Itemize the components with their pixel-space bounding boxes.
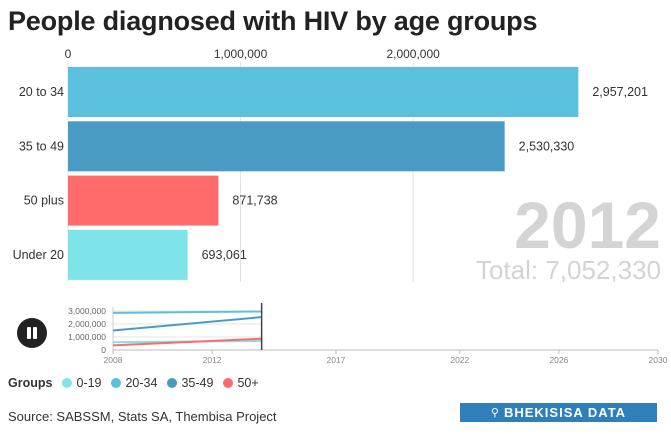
magnifier-icon: ⚲ — [490, 407, 500, 419]
value-label: 693,061 — [202, 248, 247, 262]
legend-title: Groups — [8, 376, 53, 390]
legend-item-50-plus[interactable]: 50+ — [223, 376, 259, 390]
chart-title: People diagnosed with HIV by age groups — [8, 6, 538, 36]
legend-item-35-49[interactable]: 35-49 — [167, 376, 213, 390]
year-watermark: 2012 — [514, 188, 661, 262]
timeline-x-label: 2008 — [104, 355, 123, 365]
category-label: 20 to 34 — [19, 85, 64, 99]
bar-under-20 — [68, 229, 188, 280]
legend-swatch — [111, 378, 122, 388]
category-label: Under 20 — [13, 248, 64, 262]
value-label: 2,957,201 — [592, 85, 648, 99]
legend-swatch — [223, 378, 234, 388]
pause-button[interactable] — [17, 318, 47, 348]
timeline-x-label: 2030 — [649, 355, 668, 365]
bar-50-plus — [68, 175, 219, 226]
x-tick-label: 2,000,000 — [386, 47, 440, 61]
x-tick-label: 1,000,000 — [214, 47, 268, 61]
category-label: 35 to 49 — [19, 139, 64, 153]
legend-label: 35-49 — [181, 376, 214, 390]
timeline-x-label: 2022 — [450, 355, 469, 365]
bar-35-to-49 — [68, 121, 505, 172]
pause-icon — [27, 327, 31, 339]
legend-item-20-34[interactable]: 20-34 — [111, 376, 157, 390]
timeline-x-label: 2012 — [203, 355, 222, 365]
timeline-y-label: 1,000,000 — [68, 332, 106, 342]
legend: Groups 0-19 20-34 35-49 50+ — [8, 376, 269, 390]
total-label: Total: 7,052,330 — [476, 255, 661, 285]
timeline-x-label: 2026 — [549, 355, 568, 365]
timeline-y-label: 0 — [101, 345, 106, 355]
legend-label: 0-19 — [76, 376, 102, 390]
bar-20-to-34 — [68, 67, 579, 117]
timeline-y-label: 2,000,000 — [68, 319, 106, 329]
timeline-series-0-19 — [112, 339, 262, 344]
legend-swatch — [62, 378, 73, 388]
value-label: 871,738 — [232, 194, 277, 208]
timeline-y-label: 3,000,000 — [68, 306, 106, 316]
x-tick-label: 0 — [65, 47, 72, 61]
timeline-series-35-49 — [112, 316, 262, 332]
brand-text: BHEKISISA DATA — [503, 405, 627, 420]
timeline-series-20-34 — [112, 310, 262, 314]
source-note: Source: SABSSM, Stats SA, Thembisa Proje… — [8, 409, 277, 424]
category-label: 50 plus — [24, 194, 64, 208]
timeline-x-label: 2017 — [326, 355, 345, 365]
brand-logo[interactable]: ⚲ BHEKISISA DATA — [460, 403, 657, 422]
legend-label: 50+ — [237, 376, 259, 390]
legend-item-0-19[interactable]: 0-19 — [62, 376, 101, 390]
timeline-series-50-plus — [112, 337, 262, 347]
legend-swatch — [167, 378, 178, 388]
legend-label: 20-34 — [125, 376, 158, 390]
value-label: 2,530,330 — [519, 139, 575, 153]
